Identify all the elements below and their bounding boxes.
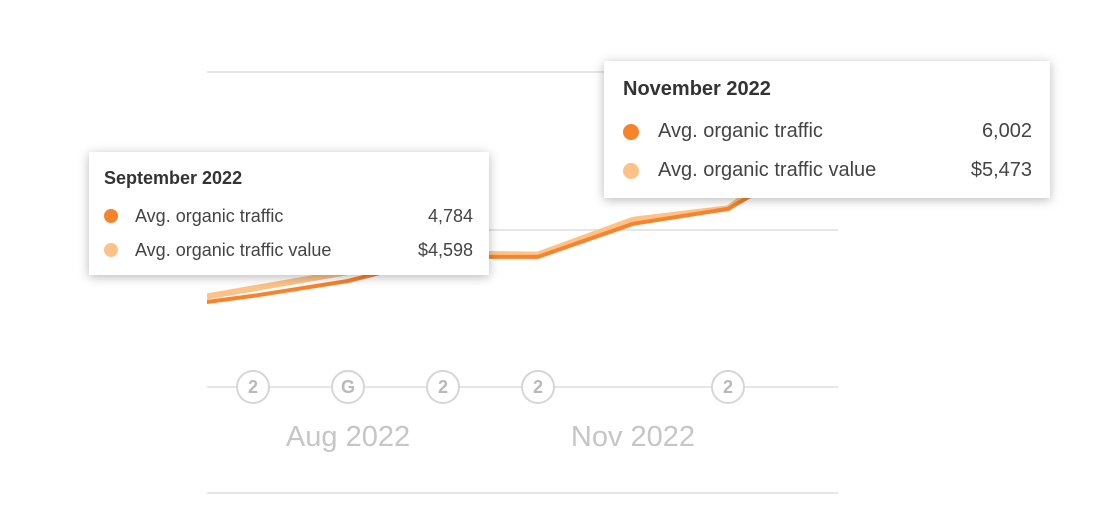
tooltip-row-traffic-value: Avg. organic traffic value $5,473	[623, 151, 1032, 190]
x-tick-label: Aug 2022	[286, 421, 410, 453]
tooltip-title: November 2022	[623, 78, 771, 100]
tooltip-november-2022: November 2022 Avg. organic traffic 6,002…	[604, 61, 1050, 198]
tooltip-row-traffic-value: Avg. organic traffic value $4,598	[104, 233, 473, 267]
event-marker-label: 2	[248, 377, 258, 397]
tooltip-september-2022: September 2022 Avg. organic traffic 4,78…	[89, 152, 489, 275]
tooltip-row-label: Avg. organic traffic value	[658, 159, 877, 181]
traffic-dot-icon	[623, 123, 639, 140]
event-marker[interactable]: 2	[521, 370, 555, 404]
tooltip-row-label: Avg. organic traffic	[658, 120, 823, 142]
traffic-value-dot-icon	[104, 243, 118, 257]
tooltip-row-traffic: Avg. organic traffic 6,002	[623, 112, 1032, 151]
tooltip-row-value: 4,784	[427, 205, 473, 226]
traffic-dot-icon	[104, 209, 118, 223]
tooltip-row-label: Avg. organic traffic	[135, 205, 284, 226]
event-marker[interactable]: G	[331, 370, 365, 404]
tooltip-row-value: $4,598	[417, 239, 473, 260]
event-marker-label: 2	[533, 377, 543, 397]
tooltip-row-value: $5,473	[970, 159, 1032, 181]
tooltip-title: September 2022	[104, 168, 243, 188]
event-marker-circle[interactable]	[711, 370, 745, 404]
tooltip-row-value: 6,002	[981, 120, 1032, 142]
x-tick-label: Nov 2022	[571, 421, 695, 453]
event-marker-circle[interactable]	[331, 370, 365, 404]
event-marker-label: G	[341, 377, 355, 397]
event-marker-label: 2	[723, 377, 733, 397]
event-marker[interactable]: 2	[236, 370, 270, 404]
event-marker-circle[interactable]	[426, 370, 460, 404]
tooltip-row-traffic: Avg. organic traffic 4,784	[104, 199, 473, 233]
traffic-value-dot-icon	[623, 162, 639, 179]
event-marker-circle[interactable]	[521, 370, 555, 404]
event-marker-circle[interactable]	[236, 370, 270, 404]
event-marker-label: 2	[438, 377, 448, 397]
event-marker[interactable]: 2	[426, 370, 460, 404]
event-marker[interactable]: 2	[711, 370, 745, 404]
tooltip-row-label: Avg. organic traffic value	[135, 239, 332, 260]
series-line-organic-traffic	[207, 152, 825, 304]
